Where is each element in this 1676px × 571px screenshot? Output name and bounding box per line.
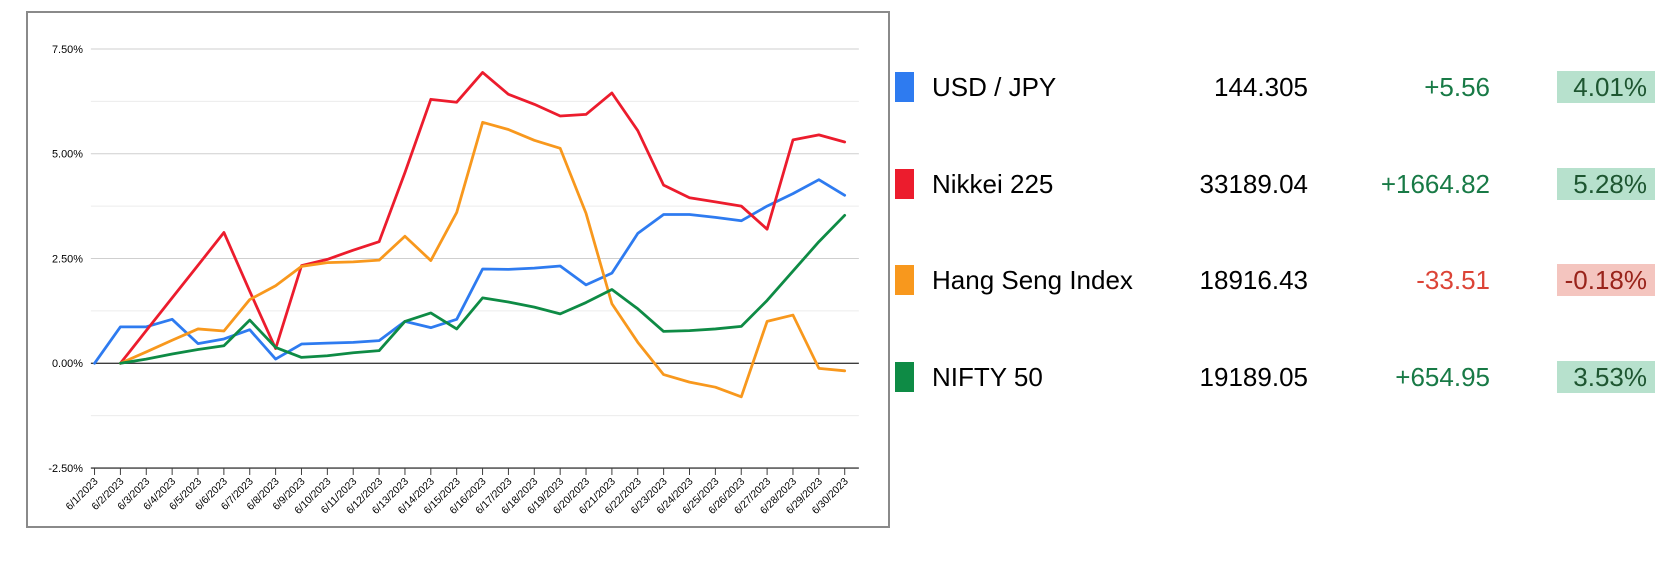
percent-change-badge: 4.01%	[1557, 71, 1655, 103]
instrument-name: USD / JPY	[932, 72, 1057, 102]
quote-legend-panel: USD / JPY 144.305 +5.56 4.01% Nikkei 225 3318…	[893, 0, 1658, 571]
series-color-chip	[895, 169, 914, 199]
last-price: 33189.04	[1199, 169, 1308, 199]
y-axis-label: 7.50%	[52, 44, 83, 56]
price-change: +5.56	[1424, 72, 1490, 102]
price-change: -33.51	[1416, 265, 1490, 295]
instrument-name: Hang Seng Index	[932, 265, 1133, 295]
quote-row-hang-seng-index: Hang Seng Index 18916.43 -33.51 -0.18%	[893, 264, 1658, 296]
series-line-usd-jpy	[93, 178, 847, 365]
performance-chart-card: 7.50% 5.00% 2.50% 0.00% -2.50% 6/1/2023 6/2/20…	[26, 11, 890, 528]
series-line-hang-seng-index	[119, 120, 847, 399]
y-axis-label: 0.00%	[52, 358, 83, 370]
y-axis-label: 5.00%	[52, 149, 83, 161]
instrument-name: Nikkei 225	[932, 169, 1054, 199]
price-change: +1664.82	[1380, 169, 1490, 199]
last-price: 144.305	[1214, 72, 1308, 102]
percent-change-badge: 5.28%	[1557, 168, 1655, 200]
series-color-chip	[895, 362, 914, 392]
series-line-nikkei-225	[119, 71, 847, 365]
series-line-nifty-50	[119, 213, 847, 365]
y-axis-label: -2.50%	[48, 463, 83, 475]
quote-row-nifty-50: NIFTY 50 19189.05 +654.95 3.53%	[893, 361, 1658, 393]
price-change: +654.95	[1395, 362, 1490, 392]
performance-line-chart: 7.50%5.00%2.50%0.00%-2.50%6/1/20236/2/20…	[48, 44, 859, 517]
percent-change-badge: -0.18%	[1557, 264, 1655, 296]
quote-row-usd-jpy: USD / JPY 144.305 +5.56 4.01%	[893, 71, 1658, 103]
last-price: 18916.43	[1199, 265, 1308, 295]
percent-change-badge: 3.53%	[1557, 361, 1655, 393]
series-color-chip	[895, 265, 914, 295]
quote-row-nikkei-225: Nikkei 225 33189.04 +1664.82 5.28%	[893, 168, 1658, 200]
instrument-name: NIFTY 50	[932, 362, 1043, 392]
series-color-chip	[895, 72, 914, 102]
last-price: 19189.05	[1199, 362, 1308, 392]
y-axis-label: 2.50%	[52, 253, 83, 265]
